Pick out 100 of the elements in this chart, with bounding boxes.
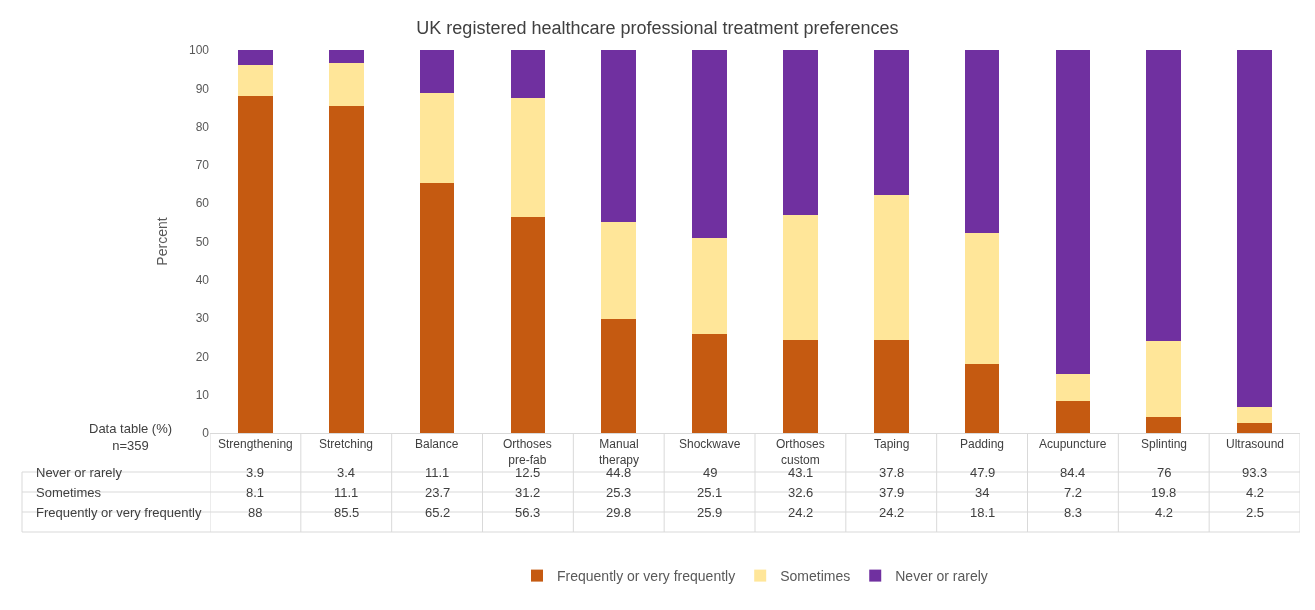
bar	[328, 105, 364, 433]
bar	[873, 195, 909, 341]
data-label: 37.8	[879, 465, 905, 480]
data-label: 24.2	[788, 505, 814, 520]
data-label: 11.1	[334, 485, 359, 500]
bar	[601, 318, 637, 433]
x-tick-label: Balance	[415, 437, 459, 451]
data-label: 7.2	[1064, 485, 1083, 500]
bar	[964, 50, 1000, 234]
x-tick-label: Manual therapy	[599, 437, 640, 467]
bar	[692, 50, 727, 238]
bar	[1055, 401, 1091, 433]
y-axis-title: Percent	[153, 217, 170, 266]
x-tick-label: Shockwave	[679, 437, 741, 451]
y-tick-label: 10	[195, 387, 210, 402]
data-label: 24.2	[879, 505, 905, 520]
y-tick-label: 80	[195, 119, 210, 134]
data-label: 31.2	[515, 485, 541, 500]
data-label: 3.9	[246, 465, 265, 480]
x-tick-label: Orthoses custom	[776, 437, 825, 467]
text: Never or rarely	[36, 465, 122, 480]
bar	[1146, 50, 1182, 342]
legend-label: Frequently or very frequently	[557, 568, 736, 585]
data-label: 49	[703, 465, 718, 480]
y-tick-label: 30	[195, 311, 210, 326]
y-tick-label: 90	[195, 81, 210, 96]
data-label: 2.5	[1246, 505, 1265, 520]
bar	[510, 97, 546, 218]
data-label: 12.5	[515, 465, 541, 480]
bar	[238, 64, 273, 96]
y-tick-label: 40	[195, 273, 210, 287]
data-label: 43.1	[788, 465, 814, 480]
bar	[419, 92, 455, 184]
data-label: 25.1	[697, 485, 723, 500]
bar	[601, 221, 637, 319]
x-tick-label: Strengthening	[218, 437, 293, 451]
bar	[1237, 50, 1272, 408]
data-label: 44.8	[606, 465, 632, 480]
data-label: 3.4	[337, 465, 356, 480]
x-tick-label: Orthoses pre-fab	[503, 437, 552, 467]
bar	[1237, 423, 1272, 433]
legend-label: Never or rarely	[895, 568, 988, 585]
data-label: 76	[1157, 465, 1172, 480]
bar	[1055, 373, 1091, 402]
bar	[783, 50, 818, 216]
data-label: 8.1	[246, 485, 265, 500]
x-tick-label: Ultrasound	[1226, 437, 1285, 451]
data-label: 37.9	[879, 485, 905, 500]
bar	[238, 95, 273, 433]
legend-label: Sometimes	[780, 568, 851, 585]
x-tick-label: Padding	[960, 437, 1005, 451]
x-tick-label: Stretching	[319, 437, 374, 451]
data-label: 29.8	[606, 505, 632, 520]
bar	[964, 233, 1000, 364]
bar	[1146, 416, 1182, 433]
y-tick-label: 50	[195, 234, 210, 249]
text: Data table (%) n=359	[89, 421, 173, 453]
data-label: 8.3	[1064, 505, 1083, 520]
y-tick-label: 20	[195, 349, 210, 364]
x-tick-label: Acupuncture	[1039, 437, 1107, 451]
data-label: 19.8	[1151, 485, 1177, 500]
data-label: 23.7	[425, 485, 451, 500]
data-label: 25.3	[606, 485, 632, 500]
x-tick-label: Taping	[874, 437, 910, 451]
text: Frequently or very frequently	[36, 505, 202, 520]
y-tick-label: 0	[202, 426, 210, 441]
data-label: 32.6	[788, 485, 814, 500]
bar	[1146, 341, 1182, 417]
bar	[873, 50, 909, 196]
data-label: 56.3	[515, 505, 541, 520]
text: Sometimes	[36, 485, 102, 500]
y-tick-label: 100	[188, 43, 210, 58]
bar	[510, 217, 546, 433]
data-label: 47.9	[970, 465, 996, 480]
bar	[419, 183, 455, 433]
data-label: 4.2	[1155, 505, 1174, 520]
bar	[964, 363, 1000, 433]
bar	[783, 215, 818, 341]
bar	[419, 50, 455, 93]
bar	[328, 50, 364, 64]
data-label: 4.2	[1246, 485, 1265, 500]
data-label: 18.1	[970, 505, 996, 520]
data-label: 25.9	[697, 505, 723, 520]
data-label: 11.1	[425, 465, 450, 480]
bar	[692, 333, 727, 433]
bar	[692, 237, 727, 334]
data-label: 93.3	[1242, 465, 1268, 480]
data-label: 84.4	[1060, 465, 1086, 480]
bar	[601, 50, 637, 222]
bar	[510, 50, 546, 98]
bar	[783, 340, 818, 433]
data-label: 85.5	[334, 505, 360, 520]
bar	[1055, 50, 1091, 374]
data-label: 65.2	[425, 505, 451, 520]
bar	[1237, 407, 1272, 424]
data-label: 88	[248, 505, 263, 520]
x-tick-label: Splinting	[1141, 437, 1188, 451]
y-tick-label: 60	[195, 196, 210, 211]
data-label: 34	[975, 485, 990, 500]
y-tick-label: 70	[195, 158, 210, 173]
